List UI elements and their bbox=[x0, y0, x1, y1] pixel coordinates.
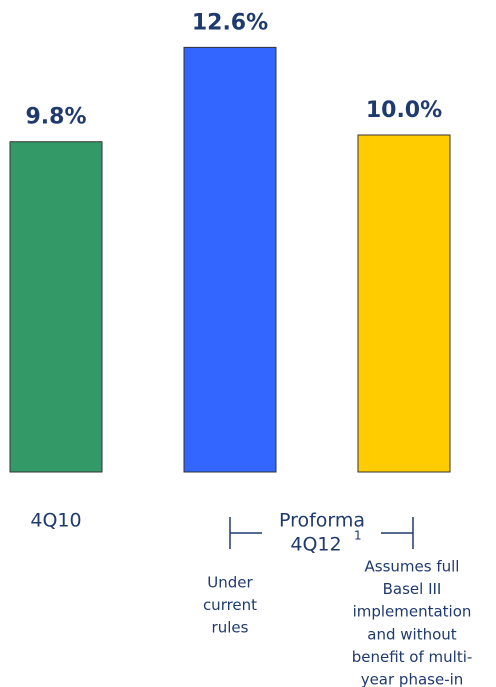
footnote-marker: 1 bbox=[354, 529, 362, 543]
note: implementation bbox=[353, 603, 472, 621]
group-label: 4Q12 bbox=[290, 534, 341, 556]
value-label: 10.0% bbox=[366, 98, 442, 123]
note: and without bbox=[367, 625, 456, 643]
bar bbox=[357, 134, 451, 473]
x-tick-label: 4Q10 bbox=[30, 510, 81, 532]
note: year phase-in bbox=[361, 671, 464, 687]
note: benefit of multi- bbox=[352, 648, 473, 666]
bar bbox=[183, 46, 277, 473]
note: current bbox=[203, 596, 257, 614]
bar bbox=[9, 141, 103, 473]
note: Under bbox=[207, 574, 253, 592]
note: Basel III bbox=[383, 580, 442, 598]
value-label: 9.8% bbox=[25, 105, 86, 130]
note: rules bbox=[212, 619, 249, 637]
value-label: 12.6% bbox=[192, 10, 268, 35]
note: Assumes full bbox=[365, 558, 460, 576]
group-label: Proforma bbox=[279, 510, 365, 532]
